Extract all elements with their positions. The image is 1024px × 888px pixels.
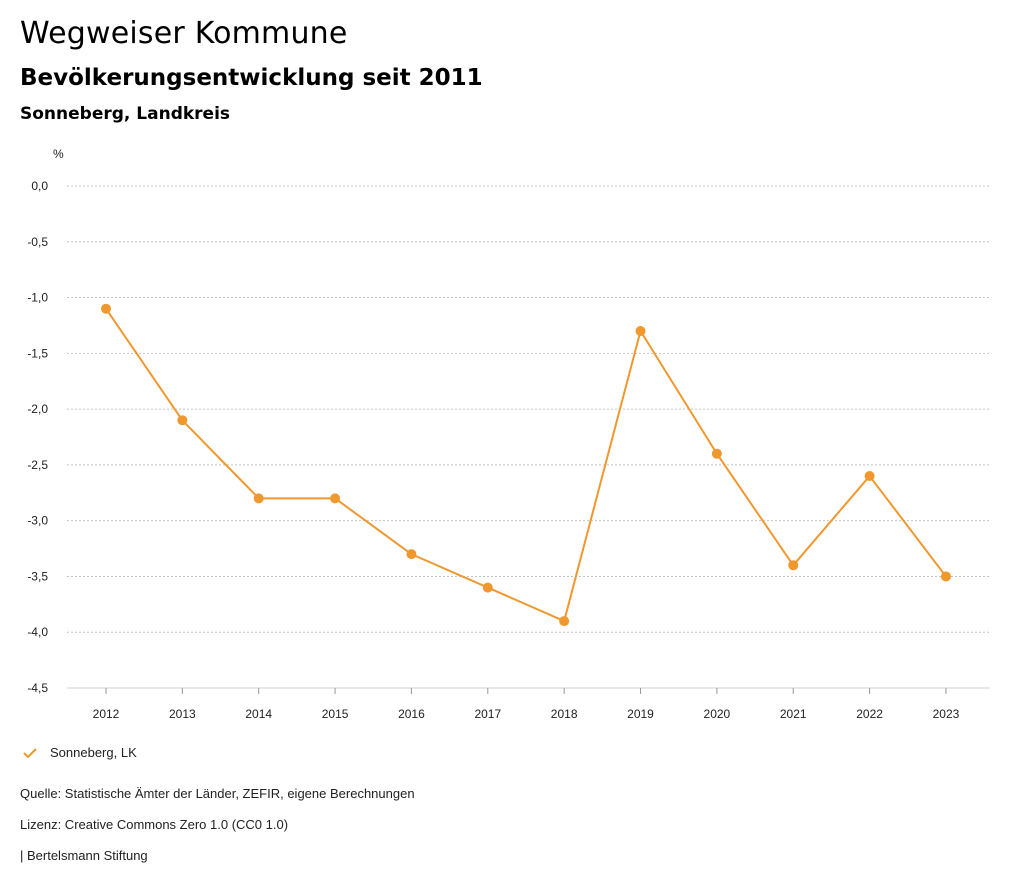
x-tick-label: 2015 xyxy=(322,707,349,721)
data-point xyxy=(864,471,875,482)
x-tick-label: 2022 xyxy=(856,707,883,721)
y-tick-label: -1,5 xyxy=(27,346,48,360)
x-tick-label: 2019 xyxy=(627,707,654,721)
legend[interactable]: Sonneberg, LK xyxy=(22,745,137,760)
x-tick-label: 2013 xyxy=(169,707,196,721)
data-point xyxy=(788,560,799,571)
data-point xyxy=(635,326,646,337)
y-tick-label: -2,0 xyxy=(27,402,48,416)
data-point xyxy=(330,493,341,504)
y-tick-label: 0,0 xyxy=(31,179,48,193)
data-point xyxy=(177,415,188,426)
data-point xyxy=(711,448,722,459)
x-tick-label: 2020 xyxy=(704,707,731,721)
data-point xyxy=(406,549,417,560)
y-axis-unit-label: % xyxy=(53,147,64,161)
data-point xyxy=(940,571,951,582)
data-point xyxy=(482,582,493,593)
data-point xyxy=(559,616,570,627)
checkmark-icon xyxy=(23,747,37,758)
y-tick-label: -2,5 xyxy=(27,458,48,472)
x-tick-label: 2023 xyxy=(933,707,960,721)
publisher-note: | Bertelsmann Stiftung xyxy=(20,848,148,863)
license-note: Lizenz: Creative Commons Zero 1.0 (CC0 1… xyxy=(20,817,289,832)
line-chart: % 0,0 -0,5 -1,0 -1,5 -2,0 -2,5 -3,0 -3,5 -4,0 -4,5… xyxy=(27,147,990,721)
x-tick-label: 2018 xyxy=(551,707,578,721)
x-tick-label: 2012 xyxy=(93,707,120,721)
y-tick-label: -1,0 xyxy=(27,291,48,305)
y-tick-label: -3,5 xyxy=(27,569,48,583)
x-tick-label: 2017 xyxy=(474,707,501,721)
legend-label: Sonneberg, LK xyxy=(50,745,137,760)
data-point xyxy=(253,493,264,504)
series-line xyxy=(105,308,947,623)
y-tick-label: -3,0 xyxy=(27,514,48,528)
y-tick-label: -4,0 xyxy=(27,625,48,639)
source-note: Quelle: Statistische Ämter der Länder, Z… xyxy=(20,786,415,801)
chart-subtitle: Bevölkerungsentwicklung seit 2011 xyxy=(20,65,483,91)
y-tick-label: -0,5 xyxy=(27,235,48,249)
x-tick-label: 2014 xyxy=(245,707,272,721)
region-label: Sonneberg, Landkreis xyxy=(20,104,231,124)
data-point xyxy=(101,303,111,314)
x-tick-label: 2016 xyxy=(398,707,425,721)
y-tick-label: -4,5 xyxy=(27,681,48,695)
x-tick-label: 2021 xyxy=(780,707,807,721)
page-title: Wegweiser Kommune xyxy=(20,16,348,51)
